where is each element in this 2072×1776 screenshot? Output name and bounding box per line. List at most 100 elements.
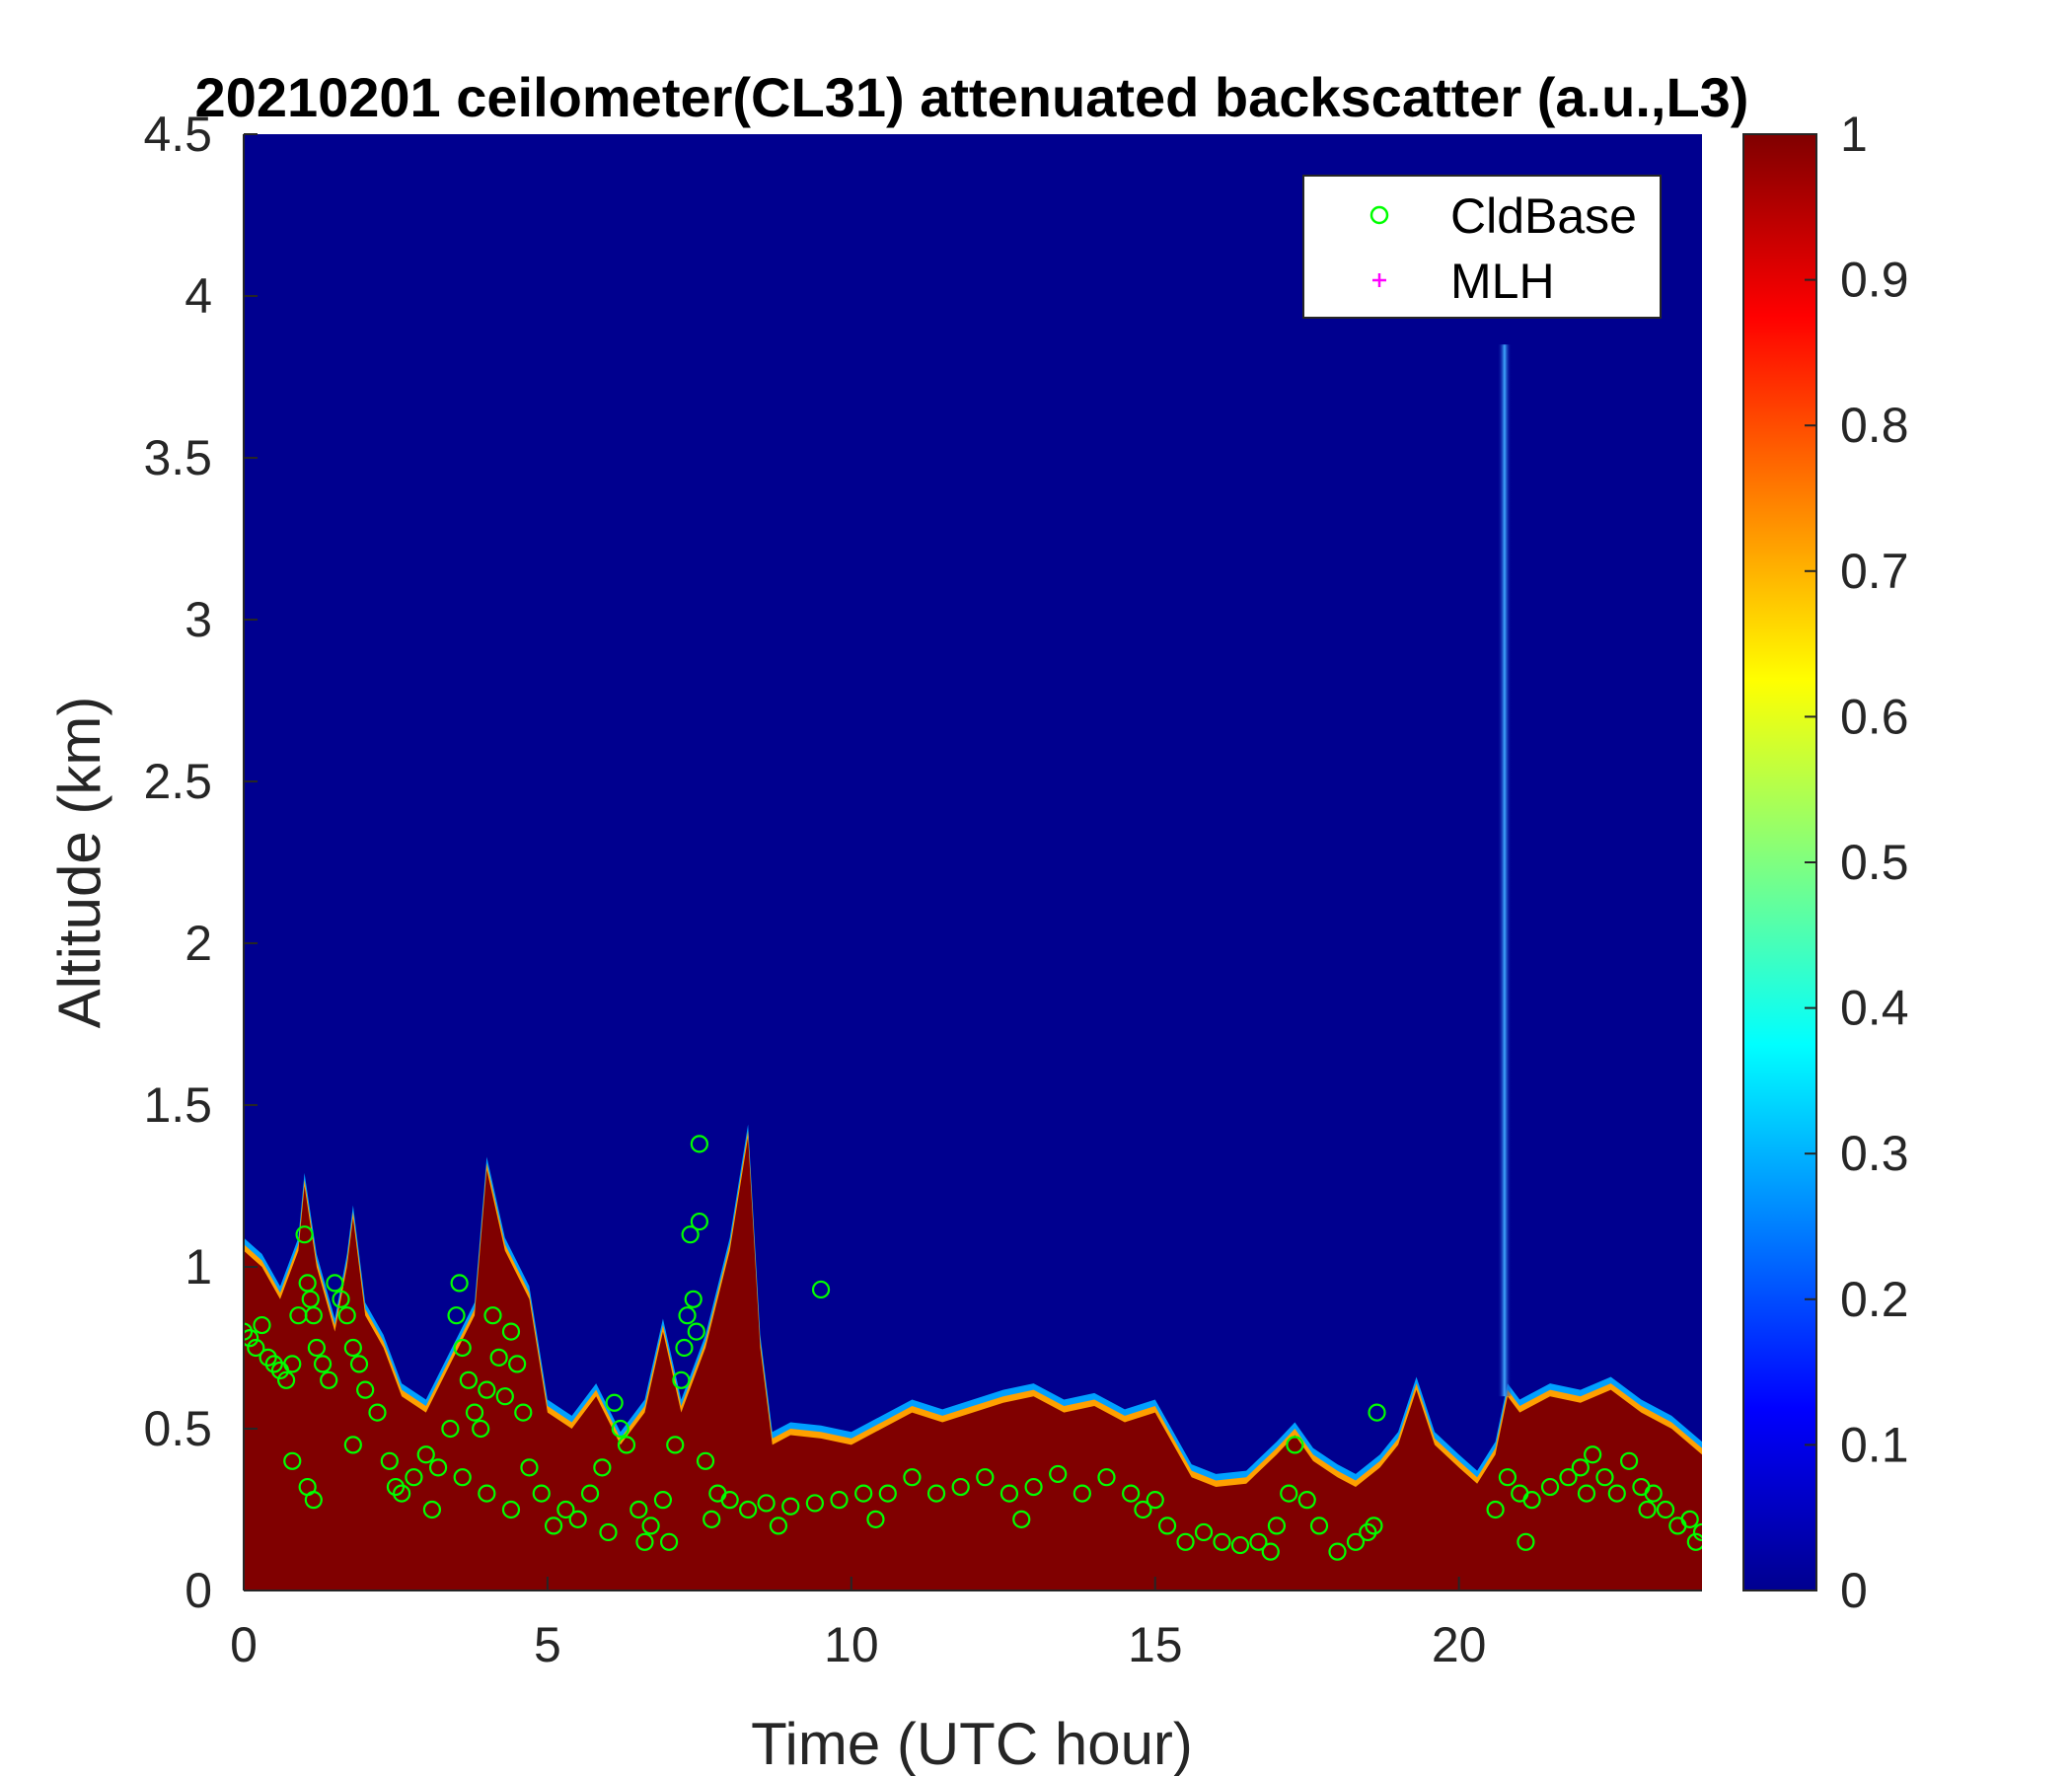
cldbase-point <box>593 1458 612 1477</box>
cldbase-point <box>1359 1522 1377 1542</box>
cldbase-point <box>453 1468 472 1487</box>
cldbase-point <box>483 1306 502 1325</box>
cldbase-point <box>1644 1484 1663 1503</box>
cldbase-point <box>495 1387 514 1406</box>
backscatter-aerosol-layer <box>244 1137 1702 1591</box>
cldbase-point <box>739 1500 758 1519</box>
cldbase-point <box>1498 1468 1517 1487</box>
cldbase-point <box>830 1491 849 1510</box>
cldbase-point <box>878 1484 897 1503</box>
cldbase-point <box>1559 1468 1578 1487</box>
cldbase-point <box>1522 1491 1541 1510</box>
cldbase-point <box>277 1370 296 1389</box>
cldbase-point <box>1686 1532 1702 1551</box>
cldbase-point <box>999 1484 1019 1503</box>
cldbase-point <box>501 1500 521 1519</box>
cldbase-point <box>259 1348 277 1367</box>
cldbase-point <box>1638 1500 1657 1519</box>
cldbase-point <box>1134 1500 1152 1519</box>
cldbase-point <box>556 1500 575 1519</box>
cldbase-point <box>422 1500 442 1519</box>
colorbar-ticks: 0 0.1 0.2 0.3 0.4 0.5 0.6 0.7 0.8 0.9 1 <box>1805 107 1909 1618</box>
cldbase-point <box>629 1500 648 1519</box>
y-tick-label: 2.5 <box>143 754 212 809</box>
cldbase-point <box>1486 1500 1505 1519</box>
x-tick-label: 15 <box>1128 1617 1183 1672</box>
cldbase-point <box>1577 1484 1596 1503</box>
cldbase-point <box>675 1338 694 1358</box>
cldbase-point <box>757 1494 776 1513</box>
cldbase-point <box>1176 1532 1195 1551</box>
cldbase-point <box>641 1517 660 1535</box>
cldbase-point <box>450 1274 469 1293</box>
cldbase-point <box>532 1484 551 1503</box>
cldbase-point <box>508 1355 527 1373</box>
cldbase-point <box>453 1338 472 1358</box>
cldbase-point <box>320 1370 338 1389</box>
cldbase-point <box>244 1322 254 1341</box>
y-axis: 0 0.5 1 1.5 2 2.5 3 3.5 4 4.5 <box>143 107 258 1618</box>
cldbase-point <box>1249 1532 1268 1551</box>
y-tick-label: 4 <box>185 268 212 324</box>
cldbase-point <box>1328 1542 1347 1561</box>
colorbar-tick-label: 0.3 <box>1840 1126 1909 1181</box>
cldbase-point <box>1309 1517 1329 1535</box>
cldbase-point <box>1194 1522 1214 1542</box>
cldbase-point <box>617 1436 636 1454</box>
cldbase-point <box>690 1212 708 1231</box>
cldbase-point <box>356 1380 375 1399</box>
cldbase-point <box>343 1436 362 1454</box>
colorbar-tick-label: 0.2 <box>1840 1272 1909 1327</box>
cldbase-point <box>386 1477 406 1497</box>
cldbase-point <box>1540 1477 1560 1497</box>
cldbase-point <box>1680 1510 1699 1528</box>
cldbase-point <box>611 1419 629 1439</box>
y-tick-label: 4.5 <box>143 107 212 162</box>
cldbase-point <box>501 1322 521 1341</box>
y-tick-label: 2 <box>185 916 212 971</box>
cldbase-point <box>264 1355 283 1373</box>
colorbar-tick-label: 0.9 <box>1840 253 1909 308</box>
cldbase-point <box>1656 1500 1675 1519</box>
x-tick-label: 10 <box>824 1617 879 1672</box>
cldbase-point <box>1213 1532 1231 1551</box>
cldbase-point <box>343 1338 362 1358</box>
colorbar-tick-label: 1 <box>1840 107 1868 162</box>
cldbase-point <box>405 1468 423 1487</box>
y-tick-label: 3 <box>185 592 212 647</box>
cldbase-point <box>332 1290 350 1308</box>
cldbase-point <box>805 1494 824 1513</box>
cldbase-point <box>854 1484 873 1503</box>
cldbase-point <box>489 1348 508 1367</box>
colorbar-tick-label: 0.6 <box>1840 689 1909 744</box>
cldbase-point <box>696 1451 715 1470</box>
cldbase-point <box>1619 1451 1639 1470</box>
y-tick-label: 3.5 <box>143 430 212 485</box>
cldbase-point <box>326 1274 344 1293</box>
colorbar-tick-label: 0.5 <box>1840 835 1909 890</box>
cldbase-point <box>304 1306 323 1325</box>
colorbar: 0 0.1 0.2 0.3 0.4 0.5 0.6 0.7 0.8 0.9 1 <box>1742 107 1909 1618</box>
cldbase-point <box>393 1484 411 1503</box>
cldbase-point <box>368 1403 387 1422</box>
cldbase-point <box>514 1403 533 1422</box>
legend-mlh-label: MLH <box>1450 254 1555 309</box>
x-tick-label: 0 <box>230 1617 258 1672</box>
cldbase-point <box>1049 1464 1068 1484</box>
cldbase-point <box>478 1484 496 1503</box>
cldbase-point <box>1368 1403 1386 1422</box>
cldbase-point <box>447 1306 466 1325</box>
y-axis-label: Altitude (km) <box>46 697 112 1029</box>
colorbar-tick-label: 0.7 <box>1840 544 1909 599</box>
cldbase-point <box>1122 1484 1141 1503</box>
backscatter-plume <box>1497 344 1512 1397</box>
legend-mlh-marker <box>1372 273 1386 287</box>
cldbase-point <box>635 1532 654 1551</box>
colorbar-tick-label: 0.4 <box>1840 981 1909 1036</box>
cldbase-point <box>1365 1517 1383 1535</box>
legend: CldBase MLH <box>1302 175 1662 319</box>
cldbase-markers <box>244 1135 1702 1561</box>
colorbar-tick-label: 0.8 <box>1840 398 1909 453</box>
cldbase-point <box>1230 1535 1250 1555</box>
